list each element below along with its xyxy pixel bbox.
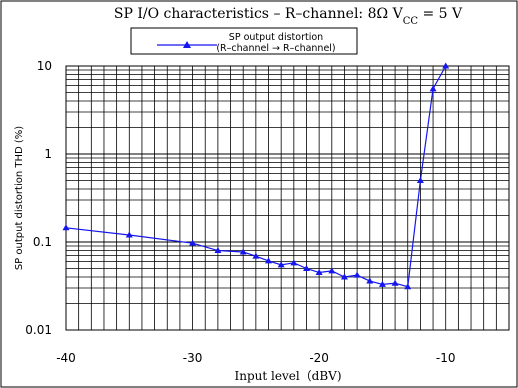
y-tick-label: 1 bbox=[44, 147, 52, 161]
y-tick-labels: 10 1 0.1 0.01 bbox=[25, 59, 52, 337]
legend-label-line1: SP output distortion bbox=[229, 32, 323, 43]
data-point bbox=[442, 62, 450, 69]
data-point bbox=[404, 283, 412, 290]
y-tick-label: 0.1 bbox=[33, 235, 52, 249]
data-point bbox=[378, 280, 386, 287]
data-point bbox=[290, 259, 298, 266]
data-point bbox=[328, 267, 336, 274]
data-point bbox=[214, 247, 222, 254]
data-point bbox=[265, 257, 273, 264]
data-point bbox=[189, 239, 197, 246]
data-point bbox=[302, 264, 310, 271]
data-point bbox=[315, 269, 323, 276]
legend: SP output distortion (R–channel → R–chan… bbox=[130, 27, 358, 55]
plot-frame bbox=[65, 65, 510, 331]
legend-marker bbox=[183, 41, 191, 48]
data-point bbox=[391, 279, 399, 286]
data-point bbox=[125, 231, 133, 238]
plot-area bbox=[66, 66, 509, 330]
y-tick-label: 0.01 bbox=[25, 323, 52, 337]
data-point bbox=[429, 85, 437, 92]
data-point bbox=[366, 277, 374, 284]
x-tick-label: -10 bbox=[436, 351, 456, 365]
data-point bbox=[416, 176, 424, 183]
y-tick-label: 10 bbox=[37, 59, 52, 73]
x-tick-labels: -40 -30 -20 -10 bbox=[56, 351, 455, 365]
x-tick-label: -40 bbox=[56, 351, 76, 365]
x-tick-label: -20 bbox=[309, 351, 329, 365]
data-point bbox=[252, 252, 260, 259]
data-point bbox=[353, 271, 361, 278]
legend-label-line2: (R–channel → R–channel) bbox=[216, 43, 335, 54]
y-axis-label: SP output distortion THD (%) bbox=[14, 126, 25, 270]
data-point bbox=[340, 273, 348, 280]
x-tick-label: -30 bbox=[183, 351, 203, 365]
chart-title: SP I/O characteristics – R–channel: 8Ω V… bbox=[114, 6, 463, 27]
x-axis-label: Input level（dBV) bbox=[234, 369, 341, 383]
series-group bbox=[62, 62, 450, 290]
legend-box bbox=[130, 27, 358, 55]
data-point bbox=[62, 224, 70, 231]
data-point bbox=[239, 248, 247, 255]
data-point bbox=[277, 261, 285, 268]
